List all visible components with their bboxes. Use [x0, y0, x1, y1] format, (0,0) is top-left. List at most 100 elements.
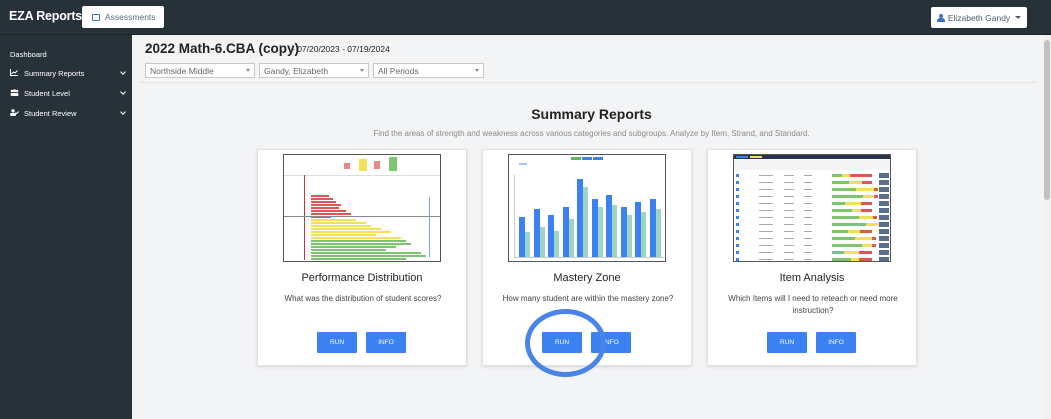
run-button[interactable]: RUN — [542, 332, 582, 353]
card-description: What was the distribution of student sco… — [284, 294, 442, 303]
preview-bar — [311, 225, 371, 227]
preview-bar — [860, 230, 872, 233]
preview-cell — [804, 203, 812, 204]
preview-cell — [736, 258, 739, 261]
teacher-select[interactable]: Gandy, Elizabeth — [259, 63, 369, 78]
preview-bar — [359, 159, 367, 171]
card-title: Mastery Zone — [553, 272, 621, 284]
sidebar-item-summary-reports[interactable]: Summary Reports — [10, 66, 126, 80]
preview-bar — [344, 163, 350, 169]
preview-bar — [583, 187, 588, 257]
preview-bar — [519, 217, 525, 257]
preview-cell — [759, 238, 773, 239]
preview-cell — [759, 210, 773, 211]
preview-bar — [842, 174, 850, 177]
preview-bar — [311, 258, 406, 260]
preview-bar — [832, 188, 856, 191]
preview-bar — [832, 258, 851, 261]
preview-bar — [525, 232, 530, 257]
preview-cell — [879, 194, 889, 199]
sidebar-item-student-review[interactable]: Student Review — [10, 106, 126, 120]
preview-bar — [832, 195, 863, 198]
preview-bar — [832, 230, 848, 233]
preview-cell — [736, 195, 739, 198]
preview-axis — [304, 175, 305, 260]
preview-bar — [852, 209, 861, 212]
school-select-value: Northside Middle — [150, 65, 214, 76]
preview-cell — [736, 209, 739, 212]
preview-cell — [784, 175, 794, 176]
preview-bar — [311, 195, 329, 197]
chevron-down-icon[interactable] — [120, 69, 126, 75]
preview-bar — [311, 219, 356, 221]
caret-down-icon — [1015, 16, 1022, 19]
preview-bar — [311, 234, 376, 236]
scrollbar-thumb[interactable] — [1044, 40, 1050, 200]
preview-chip — [736, 156, 748, 158]
preview-cell — [736, 216, 739, 219]
sidebar-item-student-level[interactable]: Student Level — [10, 86, 126, 100]
app-brand[interactable]: EZA Reports — [9, 9, 83, 23]
preview-cell — [759, 196, 773, 197]
preview-bar — [539, 227, 545, 257]
preview-cell — [879, 187, 889, 192]
preview-cell — [784, 189, 794, 190]
user-menu-button[interactable]: Elizabeth Gandy — [931, 7, 1027, 28]
sidebar-item-dashboard[interactable]: Dashboard — [10, 47, 125, 61]
section-title: Summary Reports — [531, 106, 652, 122]
preview-cell — [759, 231, 773, 232]
preview-bar — [311, 213, 351, 215]
preview-bar — [311, 216, 331, 218]
card-title: Performance Distribution — [301, 272, 423, 284]
preview-bar — [855, 237, 872, 240]
preview-bar — [311, 246, 396, 248]
preview-cell — [804, 224, 812, 225]
report-card-item-analysis: Item Analysis Which Items will I need to… — [707, 149, 917, 366]
assessments-button[interactable]: Assessments — [82, 6, 164, 28]
preview-axis — [514, 257, 664, 258]
chevron-down-icon[interactable] — [120, 89, 126, 95]
preview-bar — [832, 181, 849, 184]
user-name: Elizabeth Gandy — [947, 12, 1011, 23]
preview-bar — [861, 209, 872, 212]
date-range: - 07/20/2023 - 07/19/2024 — [292, 44, 390, 54]
preview-bar — [832, 237, 855, 240]
page-scrollbar[interactable] — [1043, 35, 1051, 419]
info-button[interactable]: INFO — [816, 332, 856, 353]
period-select[interactable]: All Periods — [373, 63, 484, 78]
preview-cell — [804, 210, 812, 211]
preview-chip — [582, 157, 592, 160]
run-button[interactable]: RUN — [767, 332, 807, 353]
school-select[interactable]: Northside Middle — [145, 63, 255, 78]
preview-bar — [859, 251, 872, 254]
preview-bar — [311, 237, 401, 239]
preview-cell — [759, 182, 773, 183]
dropdown-arrow-icon — [246, 69, 250, 72]
run-button[interactable]: RUN — [317, 332, 357, 353]
preview-cell — [784, 259, 794, 260]
preview-bar — [859, 216, 873, 219]
preview-cell — [804, 252, 812, 253]
info-button[interactable]: INFO — [591, 332, 631, 353]
preview-cell — [736, 202, 739, 205]
card-description: How many student are within the mastery … — [502, 294, 674, 303]
preview-bar — [873, 216, 877, 219]
sidebar: Dashboard Summary Reports Student Level … — [0, 35, 132, 419]
info-button[interactable]: INFO — [366, 332, 406, 353]
preview-cell — [736, 174, 739, 177]
preview-cell — [784, 182, 794, 183]
preview-bar — [311, 204, 341, 206]
teacher-select-value: Gandy, Elizabeth — [264, 65, 329, 76]
preview-bar — [311, 240, 406, 242]
preview-bar — [832, 223, 866, 226]
preview-bar — [844, 251, 859, 254]
preview-cell — [736, 251, 739, 254]
preview-bar — [311, 255, 426, 257]
preview-cell — [784, 252, 794, 253]
preview-cell — [879, 236, 889, 241]
preview-cell — [784, 217, 794, 218]
preview-cell — [879, 250, 889, 255]
preview-bar — [554, 231, 559, 257]
preview-bar — [374, 161, 380, 169]
preview-chip — [750, 156, 762, 158]
